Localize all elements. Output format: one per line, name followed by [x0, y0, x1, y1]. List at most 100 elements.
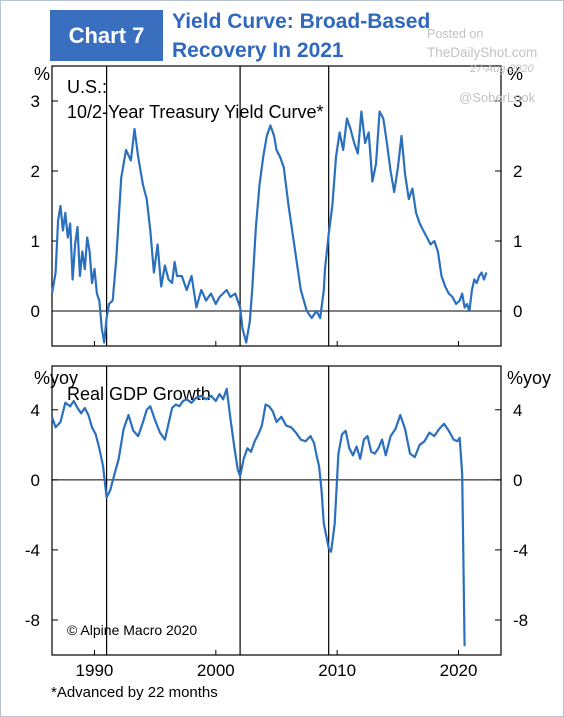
panel2-data-point — [349, 448, 351, 450]
panel1-data-point — [350, 128, 352, 130]
panel2-data-point — [230, 418, 232, 420]
panel1-data-point — [230, 296, 232, 298]
panel1-data-point — [150, 230, 152, 232]
panel2-data-point — [168, 423, 170, 425]
panel1-data-point — [201, 289, 203, 291]
panel1-data-point — [408, 198, 410, 200]
panel1-data-point — [205, 300, 207, 302]
panel1-data-point — [393, 191, 395, 193]
panel2-data-point — [341, 434, 343, 436]
panel1-data-point — [276, 149, 278, 151]
panel2-data-point — [55, 427, 57, 429]
panel2-data-point — [300, 439, 302, 441]
panel2-data-point — [99, 448, 101, 450]
panel2-data-point — [247, 448, 249, 450]
panel2-data-point — [109, 490, 111, 492]
panel1-data-point — [89, 251, 91, 253]
panel2-data-point — [310, 435, 312, 437]
panel1-data-point — [316, 310, 318, 312]
panel2-data-point — [215, 400, 217, 402]
panel2-data-point — [323, 523, 325, 525]
footnote: *Advanced by 22 months — [51, 684, 218, 701]
panel2-unit-right: %yoy — [507, 368, 551, 388]
panel1-data-point — [328, 233, 330, 235]
panel1-data-point — [419, 223, 421, 225]
panel1-data-point — [174, 261, 176, 263]
watermark-handle: @SoberLook — [459, 90, 536, 105]
panel2-data-point — [395, 428, 397, 430]
panel2-data-point — [159, 432, 161, 434]
panel2-data-point — [459, 437, 461, 439]
panel2-data-point — [146, 409, 148, 411]
panel1-data-point — [103, 342, 105, 344]
panel1-ytick-label-right: 2 — [513, 162, 522, 181]
panel2-data-point — [272, 411, 274, 413]
xtick-label: 2000 — [197, 661, 235, 680]
panel1-data-point — [471, 289, 473, 291]
panel2-data-point — [381, 439, 383, 441]
panel2-data-point — [305, 441, 307, 443]
panel1-data-point — [474, 279, 476, 281]
panel1-data-point — [130, 160, 132, 162]
panel1-data-point — [478, 275, 480, 277]
panel2-ytick-label-left: -4 — [25, 541, 40, 560]
panel1-data-point — [466, 303, 468, 305]
panel1-data-point — [486, 272, 488, 274]
panel1-data-point — [196, 307, 198, 309]
panel2-data-point — [123, 428, 125, 430]
panel2-data-point — [464, 645, 466, 647]
panel1-data-point — [361, 111, 363, 113]
panel1-data-point — [99, 300, 101, 302]
panel1-data-point — [142, 184, 144, 186]
panel1-data-point — [234, 293, 236, 295]
panel2-data-point — [106, 497, 108, 499]
panel2-data-point — [318, 465, 320, 467]
panel2-data-point — [276, 421, 278, 423]
panel2-data-point — [254, 441, 256, 443]
panel1-data-point — [383, 118, 385, 120]
panel2-data-point — [73, 400, 75, 402]
panel1-data-point — [437, 251, 439, 253]
panel1-data-point — [176, 275, 178, 277]
panel1-data-point — [86, 237, 88, 239]
panel1-data-point — [448, 293, 450, 295]
panel2-data-point — [243, 458, 245, 460]
panel1-data-point — [191, 275, 193, 277]
panel2-data-point — [321, 488, 323, 490]
panel1-data-point — [168, 279, 170, 281]
panel1-data-point — [79, 275, 81, 277]
panel2-data-point — [424, 441, 426, 443]
panel1-data-point — [106, 317, 108, 319]
panel2-data-point — [313, 442, 315, 444]
panel1-data-point — [459, 300, 461, 302]
panel1-data-point — [67, 237, 69, 239]
panel2-unit-left: %yoy — [34, 368, 78, 388]
panel1-ytick-label-left: 3 — [31, 92, 40, 111]
panel2-data-point — [133, 430, 135, 432]
panel1-data-point — [108, 303, 110, 305]
panel1-data-point — [270, 125, 272, 127]
panel2-data-point — [250, 451, 252, 453]
panel2-data-point — [400, 414, 402, 416]
panel2-data-point — [352, 455, 354, 457]
panel2-data-point — [326, 535, 328, 537]
panel1-data-point — [397, 167, 399, 169]
panel1-data-point — [215, 303, 217, 305]
panel2-data-point — [113, 476, 115, 478]
panel1-data-point — [94, 268, 96, 270]
panel1-data-point — [469, 310, 471, 312]
panel2-data-point — [268, 406, 270, 408]
panel1-data-point — [157, 244, 159, 246]
panel2-data-point — [419, 444, 421, 446]
panel1-title: U.S.: — [67, 77, 107, 97]
panel1-data-point — [125, 149, 127, 151]
panel2-data-point — [91, 427, 93, 429]
panel1-ytick-label-right: 0 — [513, 302, 522, 321]
xtick-label: 2020 — [440, 661, 478, 680]
panel1-subtitle: 10/2-Year Treasury Yield Curve* — [67, 102, 323, 122]
panel1-data-point — [346, 118, 348, 120]
panel1-data-point — [181, 275, 183, 277]
panel1-data-point — [222, 293, 224, 295]
panel1-data-point — [364, 142, 366, 144]
panel1-ytick-label-right: 3 — [513, 92, 522, 111]
